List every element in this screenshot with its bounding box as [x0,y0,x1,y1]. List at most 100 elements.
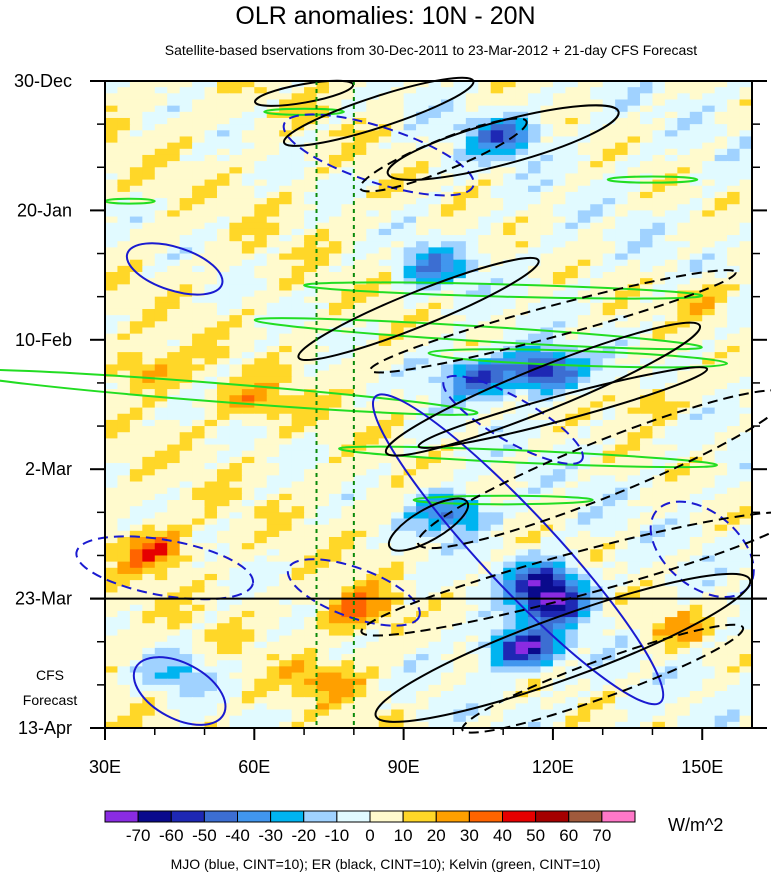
heatmap-cell [702,352,716,359]
heatmap-cell [391,413,405,421]
heatmap-cell [341,210,355,218]
heatmap-cell [565,198,579,205]
heatmap-cell [204,136,218,144]
heatmap-cell [341,623,355,631]
heatmap-cell [266,185,280,193]
heatmap-cell [378,358,392,366]
heatmap-cell [515,364,529,372]
heatmap-cell [515,142,529,150]
heatmap-cell [689,666,703,674]
heatmap-cell [366,302,380,310]
heatmap-cell [192,173,206,181]
heatmap-cell [714,327,728,335]
heatmap-cell [204,185,218,193]
heatmap-cell [403,93,417,101]
heatmap-cell [304,506,318,513]
heatmap-cell [366,185,380,193]
heatmap-cell [279,308,293,316]
heatmap-cell [465,358,479,366]
heatmap-cell [739,518,753,526]
heatmap-cell [528,543,542,550]
heatmap-cell [727,339,741,347]
heatmap-cell [627,204,641,211]
heatmap-cell [105,290,119,298]
heatmap-cell [254,419,268,427]
heatmap-cell [689,469,703,476]
heatmap-cell [552,573,566,581]
heatmap-cell [204,518,218,526]
heatmap-cell [615,235,629,242]
heatmap-cell [440,148,454,156]
heatmap-cell [316,358,330,366]
heatmap-cell [440,265,454,273]
heatmap-cell [391,419,405,427]
heatmap-cell [490,518,504,526]
heatmap-cell [142,463,156,470]
heatmap-cell [652,235,666,242]
heatmap-cell [266,487,280,495]
heatmap-cell [391,617,405,624]
heatmap-cell [279,345,293,353]
heatmap-cell [105,530,119,538]
heatmap-cell [154,259,168,267]
heatmap-cell [304,666,318,674]
heatmap-cell [440,536,454,544]
heatmap-cell [391,512,405,520]
heatmap-cell [689,358,703,366]
heatmap-cell [440,506,454,513]
heatmap-cell [689,413,703,421]
heatmap-cell [739,629,753,637]
heatmap-cell [528,666,542,674]
heatmap-cell [739,382,753,390]
heatmap-cell [366,580,380,587]
heatmap-cell [291,136,305,144]
heatmap-cell [727,401,741,409]
heatmap-cell [478,382,492,390]
heatmap-cell [316,586,330,594]
heatmap-cell [192,265,206,273]
heatmap-cell [328,191,342,199]
heatmap-cell [515,124,529,131]
heatmap-cell [403,660,417,667]
heatmap-cell [279,228,293,236]
heatmap-cell [465,124,479,131]
heatmap-cell [241,93,255,101]
heatmap-cell [552,148,566,156]
heatmap-cell [714,395,728,403]
heatmap-cell [490,666,504,674]
heatmap-cell [341,456,355,464]
heatmap-cell [577,407,591,415]
heatmap-cell [142,641,156,649]
heatmap-cell [291,419,305,427]
heatmap-cell [167,419,181,427]
heatmap-cell [142,345,156,353]
heatmap-cell [490,130,504,138]
heatmap-cell [503,321,517,329]
heatmap-cell [702,278,716,285]
heatmap-cell [440,364,454,372]
heatmap-cell [328,469,342,476]
heatmap-cell [565,327,579,335]
heatmap-cell [204,222,218,230]
heatmap-cell [254,161,268,168]
heatmap-cell [279,327,293,335]
heatmap-cell [515,117,529,125]
heatmap-cell [229,395,243,403]
heatmap-cell [105,518,119,526]
heatmap-cell [552,124,566,131]
heatmap-cell [565,265,579,273]
heatmap-cell [528,660,542,667]
heatmap-cell [602,635,616,643]
heatmap-cell [552,130,566,138]
heatmap-cell [440,308,454,316]
heatmap-cell [490,105,504,113]
heatmap-cell [266,179,280,187]
heatmap-cell [142,235,156,242]
heatmap-cell [552,161,566,168]
heatmap-cell [328,561,342,569]
heatmap-cell [528,302,542,310]
heatmap-cell [316,536,330,544]
heatmap-cell [216,161,231,168]
heatmap-cell [714,241,728,248]
heatmap-cell [416,401,430,409]
